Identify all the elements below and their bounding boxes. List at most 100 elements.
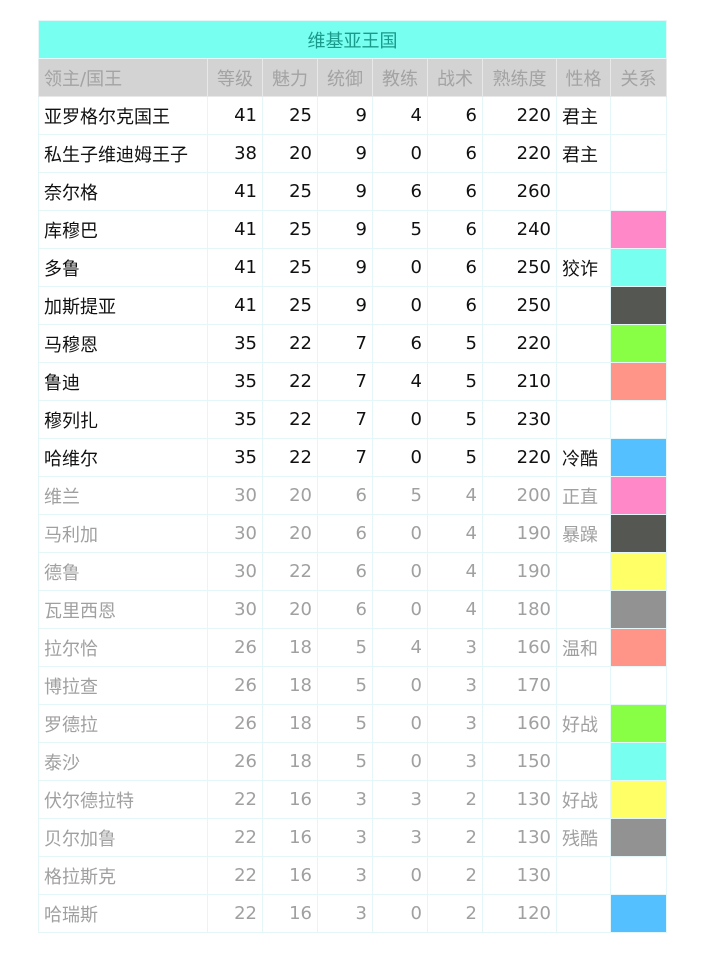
table-row[interactable]: 瓦里西恩 30 20 6 0 4 180	[38, 590, 668, 629]
cell-level: 22	[207, 780, 263, 819]
cell-relation	[609, 286, 668, 325]
cell-trait: 温和	[556, 628, 611, 667]
cell-trainer: 4	[372, 362, 428, 401]
cell-trait: 君主	[556, 134, 611, 173]
table-row[interactable]: 德鲁 30 22 6 0 4 190	[38, 552, 668, 591]
cell-relation	[609, 172, 668, 211]
cell-proficiency: 260	[482, 172, 557, 211]
cell-charisma: 20	[262, 514, 318, 553]
cell-proficiency: 210	[482, 362, 557, 401]
cell-proficiency: 190	[482, 514, 557, 553]
cell-relation	[609, 780, 668, 819]
relation-swatch	[611, 781, 666, 818]
cell-leadership: 5	[317, 704, 373, 743]
cell-trainer: 0	[372, 894, 428, 933]
cell-charisma: 22	[262, 362, 318, 401]
cell-level: 26	[207, 704, 263, 743]
table-row[interactable]: 马利加 30 20 6 0 4 190 暴躁	[38, 514, 668, 553]
cell-name: 哈瑞斯	[38, 894, 208, 933]
cell-relation	[609, 210, 668, 249]
cell-relation	[609, 400, 668, 439]
table-row[interactable]: 维兰 30 20 6 5 4 200 正直	[38, 476, 668, 515]
cell-level: 26	[207, 666, 263, 705]
cell-name: 德鲁	[38, 552, 208, 591]
cell-level: 26	[207, 628, 263, 667]
cell-charisma: 25	[262, 210, 318, 249]
table-row[interactable]: 马穆恩 35 22 7 6 5 220	[38, 324, 668, 363]
cell-relation	[609, 666, 668, 705]
cell-leadership: 6	[317, 590, 373, 629]
cell-tactics: 4	[427, 590, 483, 629]
cell-leadership: 9	[317, 210, 373, 249]
cell-level: 22	[207, 818, 263, 857]
relation-swatch	[611, 629, 666, 666]
cell-relation	[609, 438, 668, 477]
cell-tactics: 3	[427, 742, 483, 781]
cell-name: 鲁迪	[38, 362, 208, 401]
cell-tactics: 2	[427, 894, 483, 933]
cell-tactics: 6	[427, 134, 483, 173]
cell-charisma: 18	[262, 742, 318, 781]
cell-level: 41	[207, 210, 263, 249]
cell-relation	[609, 134, 668, 173]
cell-name: 马穆恩	[38, 324, 208, 363]
header-trainer[interactable]: 教练	[372, 58, 428, 97]
cell-proficiency: 190	[482, 552, 557, 591]
cell-charisma: 16	[262, 818, 318, 857]
cell-trainer: 0	[372, 400, 428, 439]
cell-proficiency: 240	[482, 210, 557, 249]
cell-relation	[609, 248, 668, 287]
table-row[interactable]: 鲁迪 35 22 7 4 5 210	[38, 362, 668, 401]
header-trait[interactable]: 性格	[556, 58, 611, 97]
table-row[interactable]: 哈瑞斯 22 16 3 0 2 120	[38, 894, 668, 933]
header-level[interactable]: 等级	[207, 58, 263, 97]
table-row[interactable]: 库穆巴 41 25 9 5 6 240	[38, 210, 668, 249]
cell-trainer: 0	[372, 856, 428, 895]
cell-tactics: 5	[427, 362, 483, 401]
header-leadership[interactable]: 统御	[317, 58, 373, 97]
cell-level: 38	[207, 134, 263, 173]
table-row[interactable]: 泰沙 26 18 5 0 3 150	[38, 742, 668, 781]
cell-level: 41	[207, 172, 263, 211]
header-tactics[interactable]: 战术	[427, 58, 483, 97]
header-relation[interactable]: 关系	[609, 58, 668, 97]
cell-proficiency: 220	[482, 438, 557, 477]
cell-level: 35	[207, 438, 263, 477]
cell-relation	[609, 894, 668, 933]
table-row[interactable]: 奈尔格 41 25 9 6 6 260	[38, 172, 668, 211]
table-row[interactable]: 拉尔恰 26 18 5 4 3 160 温和	[38, 628, 668, 667]
cell-tactics: 4	[427, 552, 483, 591]
header-charisma[interactable]: 魅力	[262, 58, 318, 97]
cell-leadership: 3	[317, 780, 373, 819]
cell-relation	[609, 628, 668, 667]
table-row[interactable]: 亚罗格尔克国王 41 25 9 4 6 220 君主	[38, 96, 668, 135]
cell-proficiency: 250	[482, 248, 557, 287]
relation-swatch	[611, 819, 666, 856]
cell-name: 奈尔格	[38, 172, 208, 211]
cell-level: 30	[207, 476, 263, 515]
cell-leadership: 3	[317, 856, 373, 895]
cell-trainer: 5	[372, 476, 428, 515]
table-row[interactable]: 哈维尔 35 22 7 0 5 220 冷酷	[38, 438, 668, 477]
relation-swatch	[611, 439, 666, 476]
table-row[interactable]: 伏尔德拉特 22 16 3 3 2 130 好战	[38, 780, 668, 819]
table-row[interactable]: 多鲁 41 25 9 0 6 250 狡诈	[38, 248, 668, 287]
cell-trainer: 5	[372, 210, 428, 249]
cell-charisma: 25	[262, 248, 318, 287]
cell-proficiency: 130	[482, 818, 557, 857]
table-row[interactable]: 博拉查 26 18 5 0 3 170	[38, 666, 668, 705]
relation-swatch	[611, 287, 666, 324]
header-name[interactable]: 领主/国王	[38, 58, 208, 97]
table-row[interactable]: 罗德拉 26 18 5 0 3 160 好战	[38, 704, 668, 743]
cell-trainer: 0	[372, 286, 428, 325]
header-proficiency[interactable]: 熟练度	[482, 58, 557, 97]
table-row[interactable]: 加斯提亚 41 25 9 0 6 250	[38, 286, 668, 325]
cell-proficiency: 250	[482, 286, 557, 325]
cell-charisma: 25	[262, 96, 318, 135]
cell-tactics: 6	[427, 286, 483, 325]
table-row[interactable]: 私生子维迪姆王子 38 20 9 0 6 220 君主	[38, 134, 668, 173]
cell-proficiency: 200	[482, 476, 557, 515]
table-row[interactable]: 穆列扎 35 22 7 0 5 230	[38, 400, 668, 439]
table-row[interactable]: 贝尔加鲁 22 16 3 3 2 130 残酷	[38, 818, 668, 857]
table-row[interactable]: 格拉斯克 22 16 3 0 2 130	[38, 856, 668, 895]
